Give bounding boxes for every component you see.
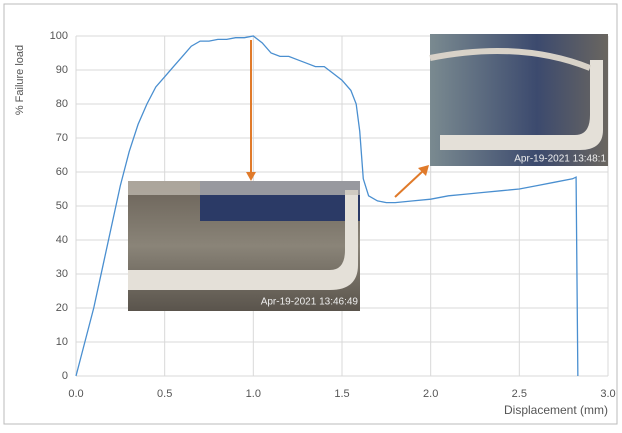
photo-1: Apr-19-2021 13:46:49: [128, 181, 360, 311]
photo-2: Apr-19-2021 13:48:1: [430, 34, 608, 166]
x-tick-label: 1.0: [246, 388, 261, 400]
x-tick-label: 2.0: [423, 388, 438, 400]
y-tick-label: 60: [56, 166, 68, 178]
y-tick-label: 20: [56, 302, 68, 314]
y-tick-label: 10: [56, 336, 68, 348]
x-axis-title: Displacement (mm): [504, 403, 608, 417]
y-tick-label: 70: [56, 132, 68, 144]
chart: 0 10 20 30 40 50 60 70 80 90 100 0.0 0.5 1.0 1.5 2.0 2.5…: [0, 0, 622, 428]
x-tick-label: 1.5: [334, 388, 349, 400]
x-tick-label: 0.0: [68, 388, 83, 400]
x-tick-label: 0.5: [157, 388, 172, 400]
y-tick-label: 50: [56, 200, 68, 212]
timestamp: Apr-19-2021 13:48:1: [514, 154, 606, 165]
y-tick-label: 0: [62, 370, 68, 382]
y-tick-label: 90: [56, 64, 68, 76]
y-tick-label: 30: [56, 268, 68, 280]
y-tick-label: 40: [56, 234, 68, 246]
timestamp: Apr-19-2021 13:46:49: [261, 297, 359, 308]
y-tick-label: 80: [56, 98, 68, 110]
x-tick-label: 3.0: [600, 388, 615, 400]
y-axis-title: % Failure load: [14, 45, 26, 115]
y-tick-label: 100: [50, 30, 68, 42]
x-tick-label: 2.5: [512, 388, 527, 400]
